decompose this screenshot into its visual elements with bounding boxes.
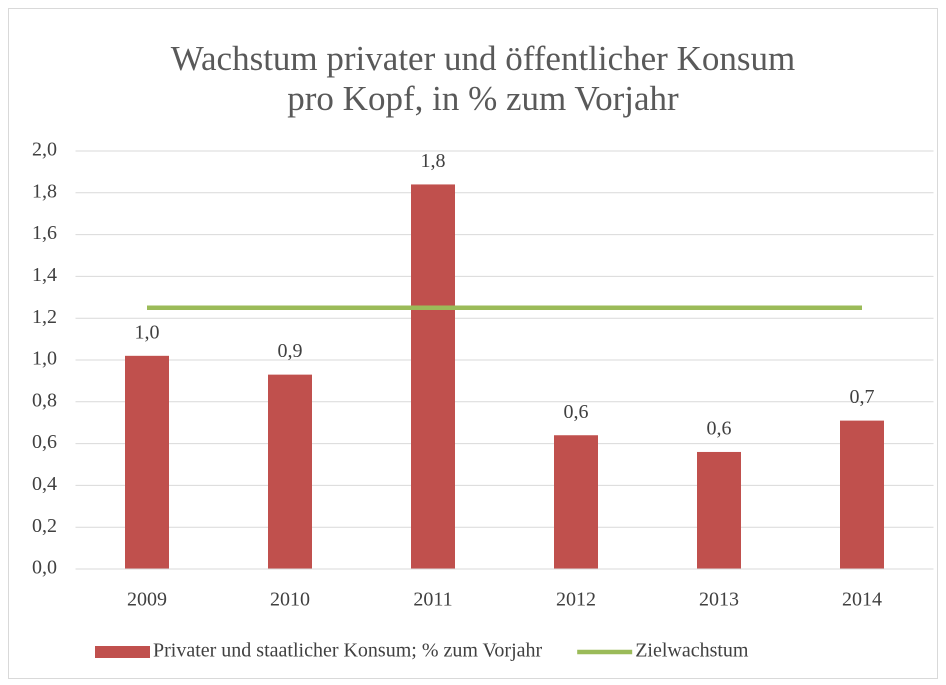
data-label: 0,6: [564, 401, 589, 423]
data-label: 1,8: [421, 150, 446, 172]
legend-label: Privater und staatlicher Konsum; % zum V…: [153, 640, 543, 662]
x-tick-label: 2013: [699, 589, 739, 611]
data-label: 0,9: [278, 340, 303, 362]
data-label: 0,7: [850, 386, 875, 408]
y-tick-label: 0,0: [32, 557, 57, 579]
data-label: 0,6: [707, 418, 732, 440]
y-tick-label: 1,2: [32, 306, 57, 328]
y-tick-label: 1,6: [32, 222, 57, 244]
y-tick-label: 1,8: [32, 180, 57, 202]
y-tick-label: 0,4: [32, 473, 57, 495]
x-tick-label: 2010: [270, 589, 310, 611]
y-tick-label: 2,0: [32, 139, 57, 161]
bar: [697, 451, 741, 569]
legend-label: Zielwachstum: [635, 640, 749, 662]
bar: [411, 184, 455, 569]
bar: [554, 435, 598, 569]
x-tick-label: 2014: [842, 589, 882, 611]
chart-title: Wachstum privater und öffentlicher Konsu…: [171, 39, 795, 78]
bar: [840, 420, 884, 569]
y-tick-label: 0,8: [32, 389, 57, 411]
x-tick-label: 2009: [127, 589, 167, 611]
y-tick-label: 0,2: [32, 515, 57, 537]
bar: [268, 374, 312, 569]
chart-title: pro Kopf, in % zum Vorjahr: [287, 79, 679, 118]
bar: [125, 355, 169, 569]
x-tick-label: 2012: [556, 589, 596, 611]
legend-marker: [95, 646, 150, 658]
x-tick-label: 2011: [413, 589, 452, 611]
y-tick-label: 0,6: [32, 431, 57, 453]
y-tick-label: 1,0: [32, 348, 57, 370]
y-tick-label: 1,4: [32, 264, 57, 286]
data-label: 1,0: [135, 321, 160, 343]
